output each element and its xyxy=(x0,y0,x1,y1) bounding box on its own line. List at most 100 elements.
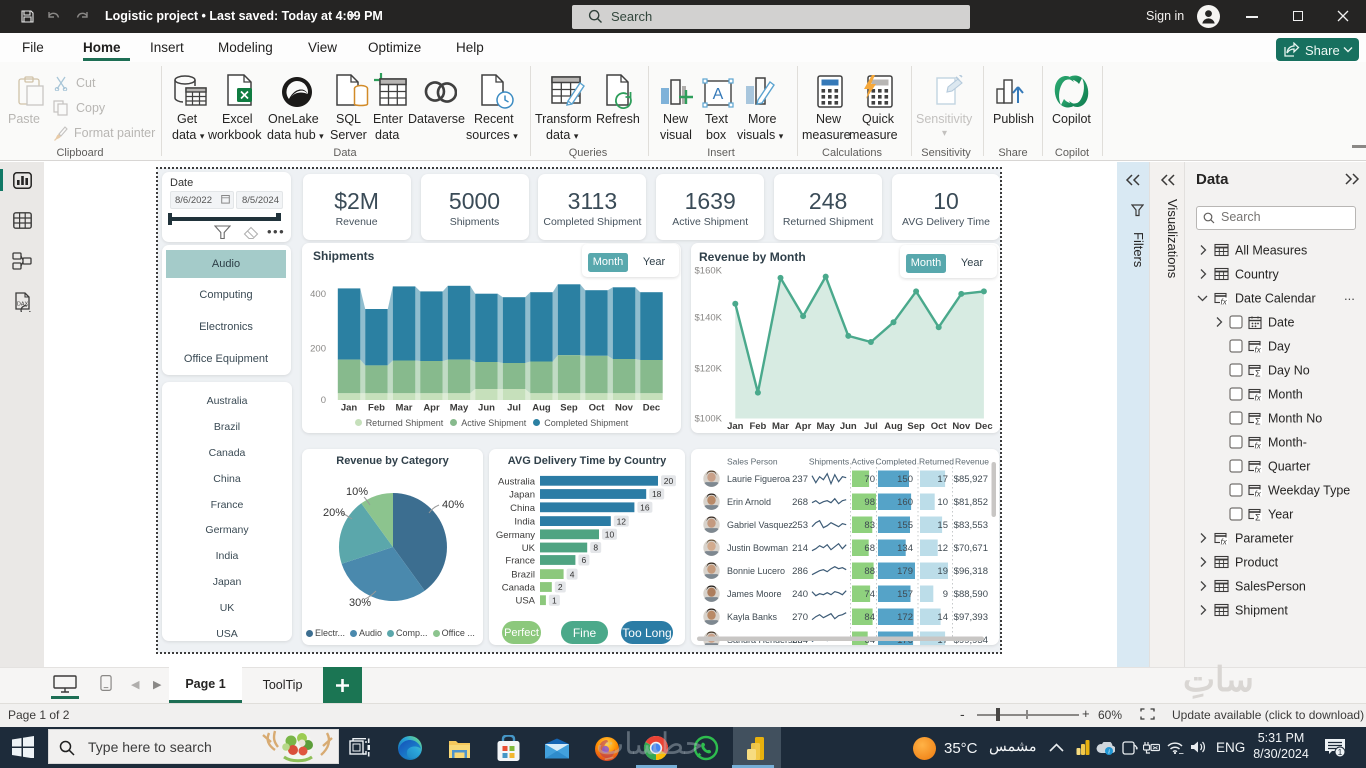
svg-text:214: 214 xyxy=(792,543,808,554)
svg-text:Month No: Month No xyxy=(1268,412,1322,426)
svg-text:10%: 10% xyxy=(346,486,368,498)
svg-text:179: 179 xyxy=(897,566,913,577)
svg-text:Revenue: Revenue xyxy=(955,457,989,467)
svg-text:Feb: Feb xyxy=(368,402,385,413)
svg-text:1: 1 xyxy=(552,595,557,605)
svg-text:88: 88 xyxy=(864,566,875,577)
svg-text:SalesPerson: SalesPerson xyxy=(1235,580,1306,594)
svg-text:Feb: Feb xyxy=(749,421,766,432)
svg-text:Aug: Aug xyxy=(884,421,903,432)
svg-text:70: 70 xyxy=(864,474,875,485)
svg-text:A: A xyxy=(713,86,724,103)
svg-text:Dec: Dec xyxy=(643,402,660,413)
svg-text:4: 4 xyxy=(570,569,575,579)
svg-text:$81,852: $81,852 xyxy=(954,497,988,508)
svg-text:Weekday Type: Weekday Type xyxy=(1268,484,1350,498)
svg-text:Canada: Canada xyxy=(502,583,536,594)
svg-text:Apr: Apr xyxy=(423,402,440,413)
svg-text:USA: USA xyxy=(515,596,535,607)
svg-text:12: 12 xyxy=(617,516,627,526)
svg-text:Returned: Returned xyxy=(919,457,954,467)
svg-text:0: 0 xyxy=(321,395,326,406)
svg-text:15: 15 xyxy=(937,520,948,531)
svg-text:$85,927: $85,927 xyxy=(954,474,988,485)
svg-text:253: 253 xyxy=(792,520,808,531)
svg-text:Date: Date xyxy=(1268,316,1294,330)
svg-text:Justin Bowman: Justin Bowman xyxy=(727,543,788,553)
svg-text:Country: Country xyxy=(1235,268,1280,282)
svg-text:Parameter: Parameter xyxy=(1235,532,1293,546)
svg-text:May: May xyxy=(450,402,469,413)
svg-text:Oct: Oct xyxy=(589,402,606,413)
svg-text:$70,671: $70,671 xyxy=(954,543,988,554)
svg-text:Day: Day xyxy=(1268,340,1291,354)
svg-text:France: France xyxy=(505,556,535,567)
svg-text:May: May xyxy=(816,421,835,432)
svg-text:16: 16 xyxy=(640,503,650,513)
svg-text:134: 134 xyxy=(897,543,913,554)
svg-text:157: 157 xyxy=(897,589,913,600)
svg-text:237: 237 xyxy=(792,474,808,485)
svg-text:i: i xyxy=(1108,749,1110,755)
svg-text:$88,590: $88,590 xyxy=(954,589,988,600)
svg-text:UK: UK xyxy=(522,543,536,554)
svg-text:268: 268 xyxy=(792,497,808,508)
svg-text:Day No: Day No xyxy=(1268,364,1310,378)
svg-text:6: 6 xyxy=(582,555,587,565)
svg-text:Shipment: Shipment xyxy=(1235,604,1288,618)
svg-text:83: 83 xyxy=(864,520,875,531)
svg-text:Brazil: Brazil xyxy=(511,570,535,581)
svg-text:Bonnie Lucero: Bonnie Lucero xyxy=(727,566,785,576)
svg-text:Japan: Japan xyxy=(509,490,535,501)
svg-text:Nov: Nov xyxy=(615,402,634,413)
svg-text:20%: 20% xyxy=(323,507,345,519)
svg-text:James Moore: James Moore xyxy=(727,589,782,599)
svg-text:286: 286 xyxy=(792,566,808,577)
svg-text:Apr: Apr xyxy=(795,421,812,432)
svg-text:30%: 30% xyxy=(349,597,371,609)
svg-text:Jun: Jun xyxy=(478,402,495,413)
svg-text:Jul: Jul xyxy=(864,421,878,432)
svg-text:98: 98 xyxy=(864,497,875,508)
svg-text:Month: Month xyxy=(1268,388,1303,402)
svg-text:$97,393: $97,393 xyxy=(954,612,988,623)
svg-text:8: 8 xyxy=(593,543,598,553)
svg-text:17: 17 xyxy=(937,474,948,485)
svg-text:Nov: Nov xyxy=(952,421,971,432)
svg-text:$140K: $140K xyxy=(695,312,723,323)
svg-text:2: 2 xyxy=(558,582,563,592)
svg-text:...: ... xyxy=(1344,288,1355,303)
svg-text:14: 14 xyxy=(937,612,948,623)
svg-text:Active: Active xyxy=(851,457,874,467)
svg-text:Jan: Jan xyxy=(727,421,744,432)
svg-text:150: 150 xyxy=(897,474,913,485)
svg-text:Australia: Australia xyxy=(498,476,536,487)
svg-text:China: China xyxy=(510,503,536,514)
svg-text:68: 68 xyxy=(864,543,875,554)
svg-text:270: 270 xyxy=(792,612,808,623)
svg-text:Mar: Mar xyxy=(396,402,413,413)
svg-text:Erin Arnold: Erin Arnold xyxy=(727,497,771,507)
svg-text:Mar: Mar xyxy=(772,421,789,432)
svg-text:Date Calendar: Date Calendar xyxy=(1235,292,1316,306)
svg-text:160: 160 xyxy=(897,497,913,508)
svg-text:19: 19 xyxy=(937,566,948,577)
svg-text:400: 400 xyxy=(310,289,326,300)
svg-text:Year: Year xyxy=(1268,508,1293,522)
svg-text:Jul: Jul xyxy=(507,402,521,413)
svg-text:10: 10 xyxy=(605,530,615,540)
svg-text:172: 172 xyxy=(897,612,913,623)
svg-text:Quarter: Quarter xyxy=(1268,460,1310,474)
svg-text:Laurie Figueroa: Laurie Figueroa xyxy=(727,474,790,484)
svg-text:1: 1 xyxy=(1338,747,1343,757)
svg-text:Jun: Jun xyxy=(840,421,857,432)
svg-text:240: 240 xyxy=(792,589,808,600)
svg-text:Shipments: Shipments xyxy=(809,457,849,467)
svg-text:$160K: $160K xyxy=(695,265,723,276)
svg-text:All Measures: All Measures xyxy=(1235,244,1307,258)
svg-text:$100K: $100K xyxy=(695,413,723,424)
svg-text:18: 18 xyxy=(652,489,662,499)
svg-text:Germany: Germany xyxy=(496,530,535,541)
svg-text:$96,318: $96,318 xyxy=(954,566,988,577)
svg-text:Jan: Jan xyxy=(341,402,358,413)
